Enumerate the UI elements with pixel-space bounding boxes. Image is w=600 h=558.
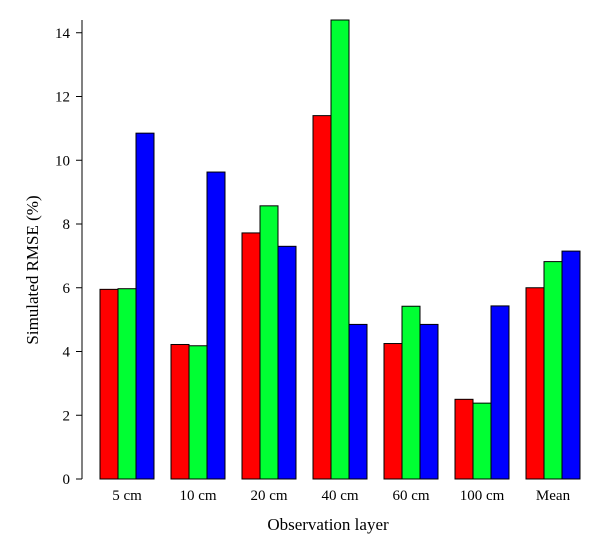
y-tick-label: 4 bbox=[63, 345, 71, 361]
y-tick-label: 14 bbox=[55, 26, 71, 42]
bar-1-mean bbox=[525, 287, 545, 480]
bar-1-10-cm bbox=[170, 343, 190, 480]
bar-2-10-cm bbox=[188, 345, 208, 480]
bar-1-40-cm bbox=[312, 115, 332, 480]
y-ticks-group: 0 2 4 6 8 10 12 14 bbox=[55, 26, 82, 488]
bars-group bbox=[99, 19, 581, 480]
bar-3-100-cm bbox=[490, 305, 510, 480]
bar-3-5-cm bbox=[135, 132, 155, 480]
bar-3-60-cm bbox=[419, 323, 439, 480]
x-tick-label: 60 cm bbox=[392, 488, 429, 504]
bar-2-60-cm bbox=[401, 305, 421, 480]
bar-1-5-cm bbox=[99, 288, 119, 480]
bar-2-100-cm bbox=[472, 402, 492, 480]
y-tick-label: 10 bbox=[55, 153, 70, 169]
bar-2-5-cm bbox=[117, 288, 137, 480]
bar-1-100-cm bbox=[454, 398, 474, 480]
bar-1-60-cm bbox=[383, 343, 403, 480]
x-tick-label: Mean bbox=[536, 488, 571, 504]
bar-2-20-cm bbox=[259, 205, 279, 480]
y-tick-label: 12 bbox=[55, 90, 70, 106]
bar-1-20-cm bbox=[241, 232, 261, 480]
x-tick-label: 5 cm bbox=[112, 488, 142, 504]
y-tick-label: 8 bbox=[63, 217, 71, 233]
y-tick-label: 0 bbox=[63, 472, 71, 488]
x-tick-label: 100 cm bbox=[460, 488, 505, 504]
y-tick-label: 2 bbox=[63, 408, 71, 424]
bar-2-mean bbox=[543, 261, 563, 480]
bar-3-40-cm bbox=[348, 323, 368, 480]
x-tick-label: 10 cm bbox=[179, 488, 216, 504]
x-tick-label: 20 cm bbox=[250, 488, 287, 504]
x-tick-label: 40 cm bbox=[321, 488, 358, 504]
y-tick-label: 6 bbox=[63, 281, 71, 297]
bar-2-40-cm bbox=[330, 19, 350, 480]
bar-3-mean bbox=[561, 250, 581, 480]
bar-3-20-cm bbox=[277, 245, 297, 480]
y-axis-title: Simulated RMSE (%) bbox=[23, 195, 42, 344]
x-ticks-group: 5 cm 10 cm 20 cm 40 cm 60 cm 100 cm Mean bbox=[112, 488, 570, 504]
x-axis-title: Observation layer bbox=[267, 515, 389, 534]
bar-3-10-cm bbox=[206, 171, 226, 480]
